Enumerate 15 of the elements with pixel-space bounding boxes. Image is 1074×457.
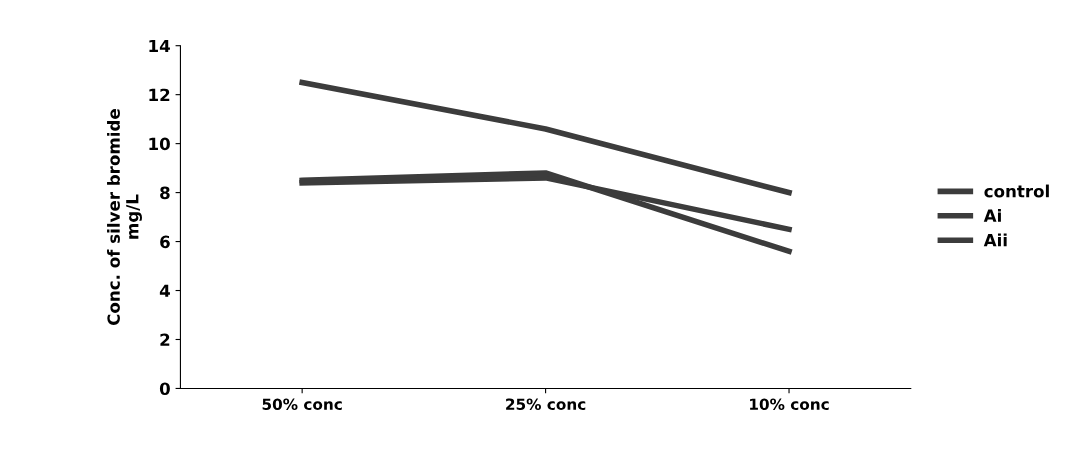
y-tick-label: 2 [160, 333, 170, 346]
x-tick-label: 10% conc [750, 398, 829, 410]
y-tick-label: 8 [160, 186, 170, 200]
x-tick-label: 25% conc [506, 398, 586, 410]
y-tick-label: 10 [149, 137, 170, 151]
y-tick-label: 12 [149, 88, 170, 101]
y-axis-title: Conc. of silver bromide mg/L [107, 109, 142, 325]
legend-label: Ai [983, 209, 1001, 222]
y-tick-label: 4 [159, 284, 170, 297]
y-tick-label: 6 [160, 235, 170, 249]
y-tick-label: 14 [149, 39, 170, 53]
legend-label: control [984, 184, 1049, 198]
x-tick-label: 50% conc [262, 398, 342, 410]
legend-label: Aii [983, 233, 1007, 247]
y-tick-label: 0 [159, 382, 170, 396]
